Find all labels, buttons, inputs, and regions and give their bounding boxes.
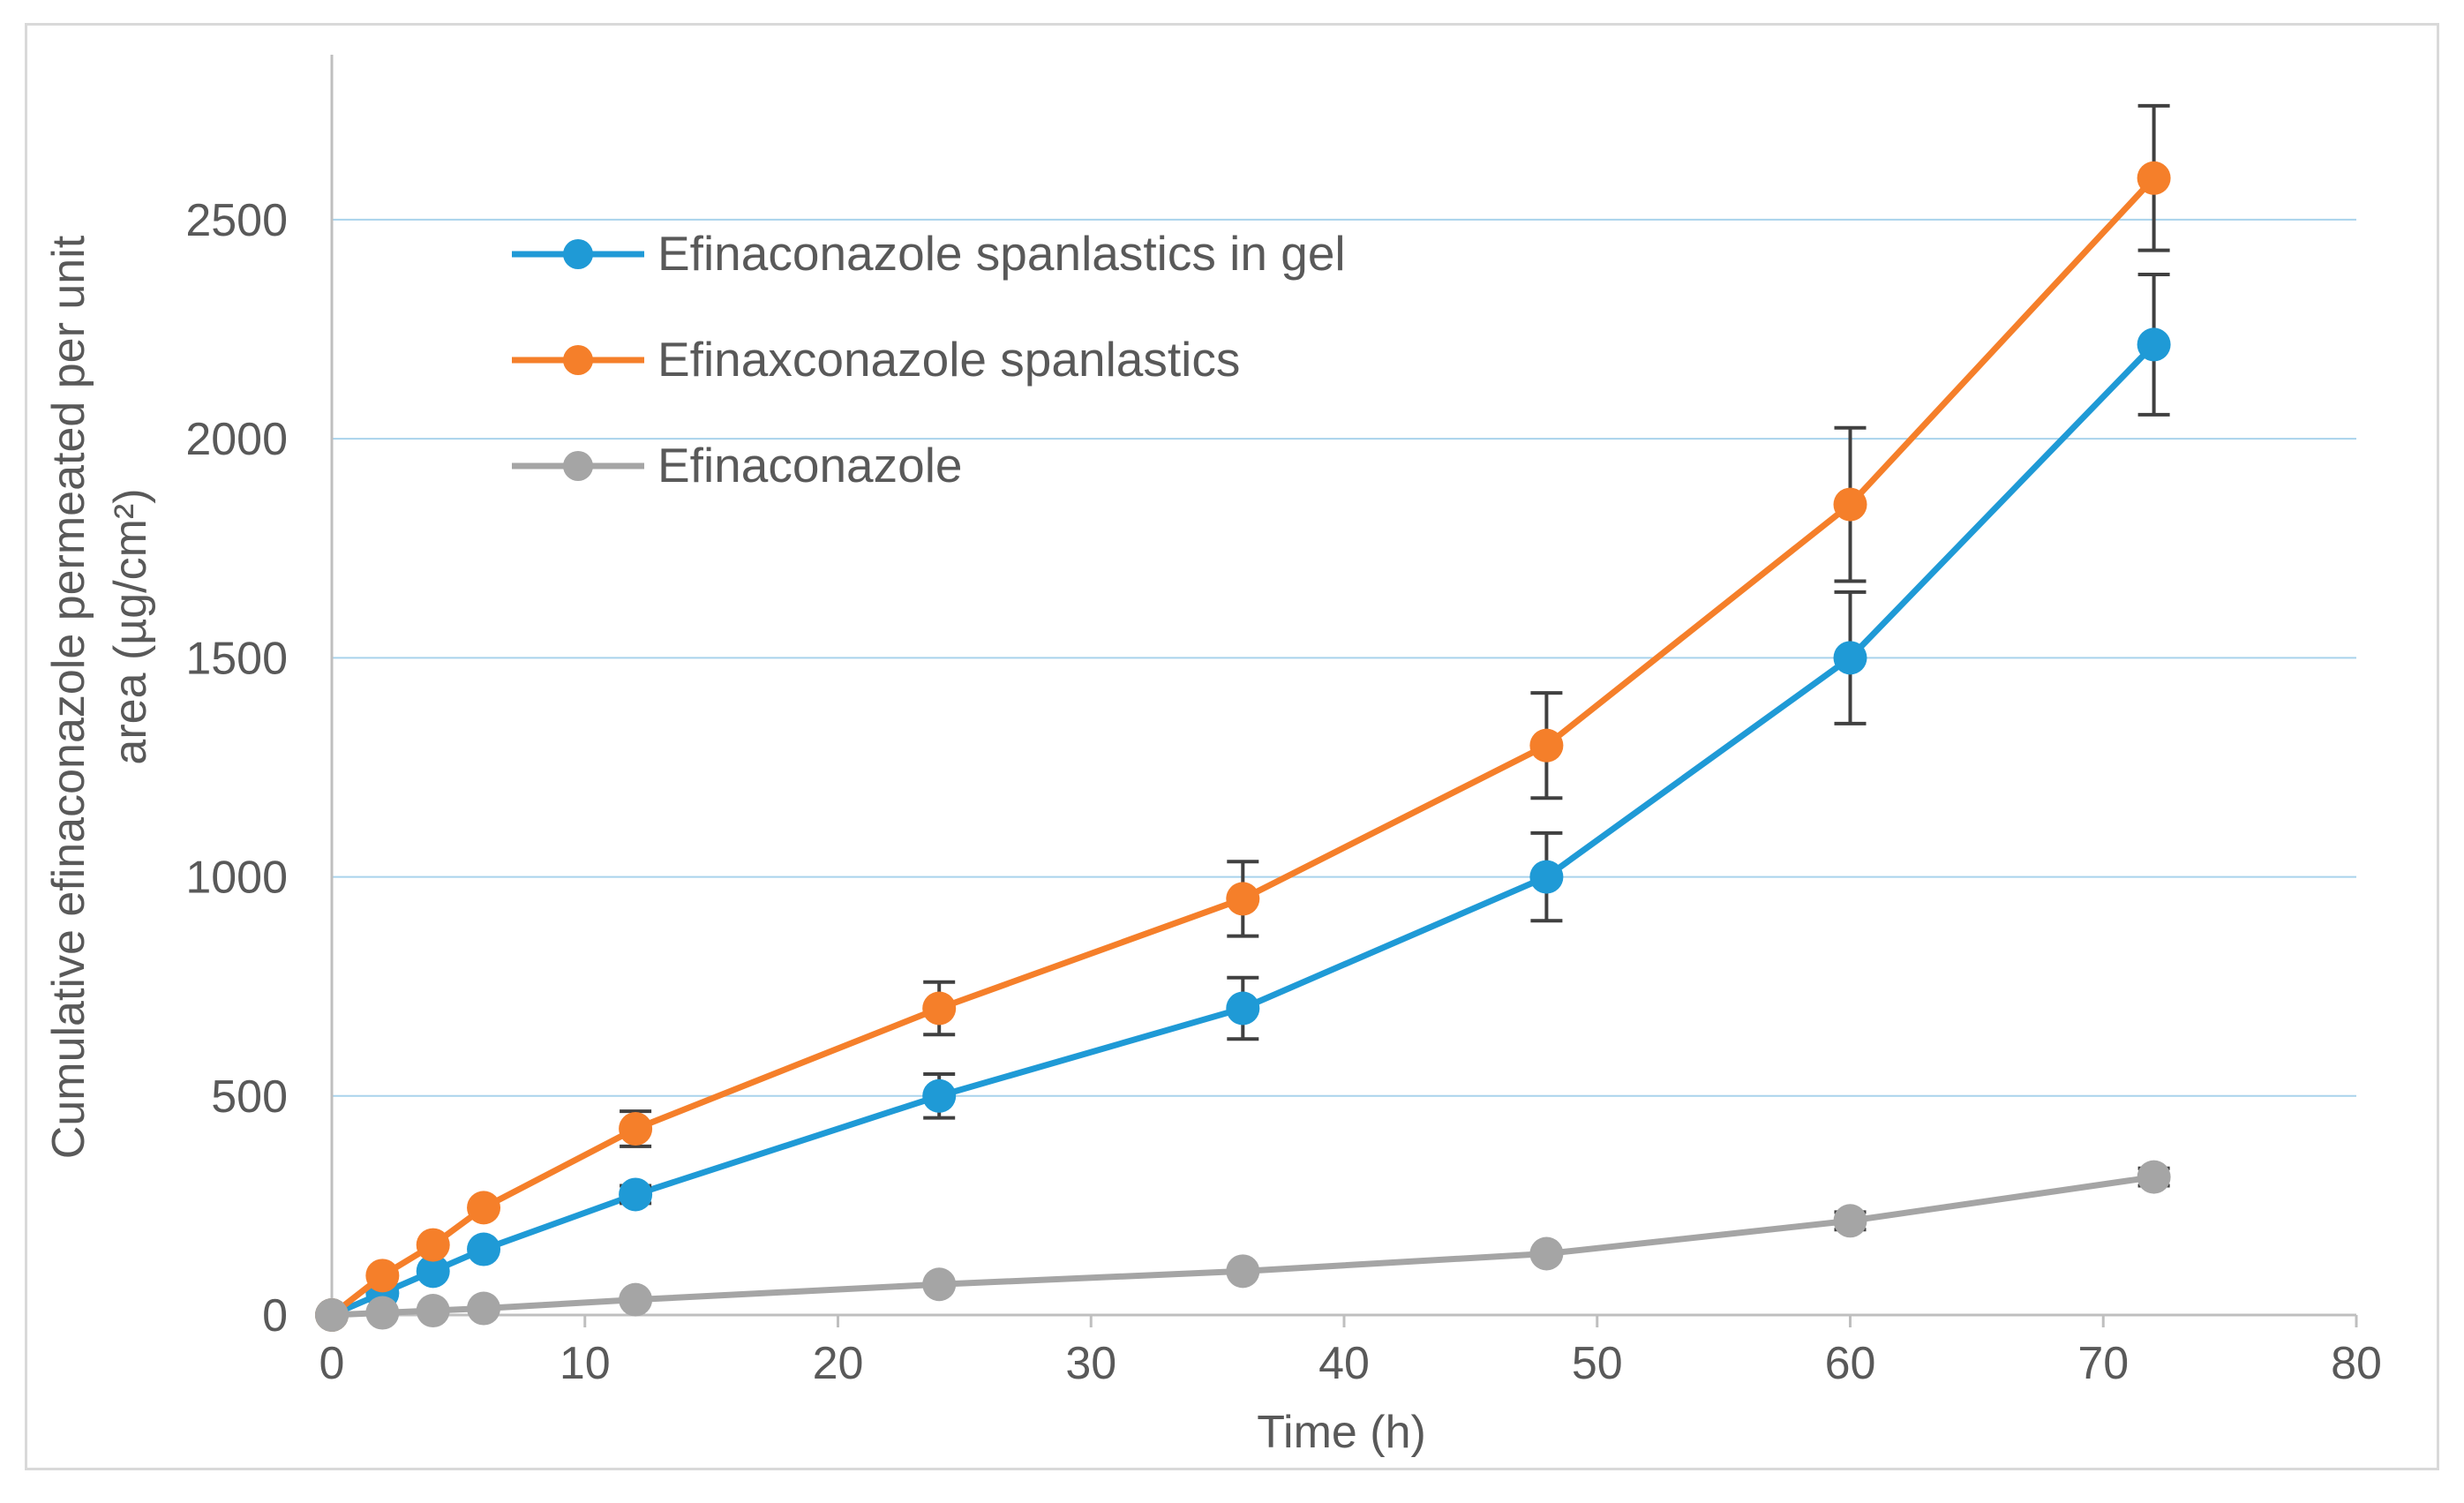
axes — [330, 55, 2358, 1327]
legend-marker — [563, 239, 593, 269]
data-point — [2137, 327, 2171, 362]
legend: Efinaconazole spanlastics in gel Efinaxco… — [512, 226, 1346, 492]
data-point — [467, 1191, 501, 1225]
data-point — [1529, 728, 1564, 763]
y-axis-label-line1: Cumulative efinaconazole permeated per u… — [43, 235, 94, 1159]
data-point — [416, 1294, 450, 1328]
data-point — [1226, 882, 1260, 916]
data-point — [467, 1232, 501, 1266]
data-point — [619, 1112, 653, 1146]
series-line — [330, 342, 2157, 1319]
data-point — [922, 991, 957, 1026]
data-point — [416, 1254, 450, 1289]
x-tick-label: 30 — [1065, 1338, 1116, 1389]
y-tick-label: 2500 — [185, 195, 288, 246]
x-tick-label: 20 — [813, 1338, 864, 1389]
data-point — [365, 1296, 400, 1330]
y-tick-label: 0 — [262, 1290, 288, 1341]
y-tick-label: 500 — [211, 1071, 288, 1123]
data-point — [1226, 991, 1260, 1026]
x-tick-label: 70 — [2077, 1338, 2129, 1389]
data-point — [315, 1298, 349, 1332]
x-tick-label: 0 — [319, 1338, 345, 1389]
legend-label: Efinaxconazole spanlastics — [657, 332, 1240, 387]
x-tick-label: 40 — [1318, 1338, 1370, 1389]
data-point — [1833, 487, 1867, 522]
x-tick-label: 80 — [2331, 1338, 2382, 1389]
y-axis-label-line2: area (µg/cm²) — [105, 488, 156, 764]
legend-item-2: Efinaxconazole spanlastics — [512, 332, 1240, 387]
chart-frame — [25, 23, 2439, 1470]
series-layer — [315, 103, 2171, 1332]
series-line — [331, 1174, 2155, 1319]
series-line — [329, 176, 2157, 1318]
legend-item-3: Efinaconazole — [512, 438, 963, 492]
series-2 — [315, 103, 2171, 1332]
x-tick-label: 50 — [1572, 1338, 1623, 1389]
data-point — [1226, 1254, 1260, 1289]
legend-marker — [563, 345, 593, 375]
legend-marker — [563, 451, 593, 481]
legend-item-1: Efinaconazole spanlastics in gel — [512, 226, 1346, 281]
data-point — [1833, 641, 1867, 675]
y-tick-label: 2000 — [185, 414, 288, 465]
data-point — [365, 1259, 400, 1293]
y-tick-label: 1000 — [185, 853, 288, 904]
x-tick-label: 60 — [1825, 1338, 1876, 1389]
x-tick-label: 10 — [560, 1338, 611, 1389]
x-axis-label: Time (h) — [1257, 1407, 1426, 1458]
data-point — [2137, 1160, 2171, 1194]
y-tick-label: 1500 — [185, 633, 288, 684]
data-point — [922, 1267, 957, 1302]
data-point — [1529, 860, 1564, 894]
data-point — [1529, 1236, 1564, 1271]
data-point — [467, 1291, 501, 1326]
data-point — [922, 1078, 957, 1113]
legend-label: Efinaconazole spanlastics in gel — [657, 226, 1346, 281]
gridlines — [332, 218, 2356, 1097]
data-point — [2137, 161, 2171, 195]
data-point — [416, 1228, 450, 1262]
tick-labels: 0 10 20 30 40 50 60 70 80 0 500 1000 1500 2000 2500 — [185, 195, 2382, 1389]
series-1 — [315, 272, 2171, 1332]
series-3 — [315, 1160, 2171, 1332]
data-point — [619, 1177, 653, 1212]
data-point — [619, 1282, 653, 1317]
data-point — [1833, 1204, 1867, 1238]
legend-label: Efinaconazole — [657, 438, 963, 492]
